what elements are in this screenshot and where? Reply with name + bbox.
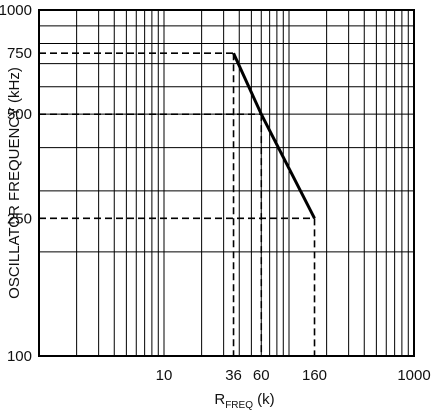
x-axis-label-subscript: FREQ (225, 400, 253, 411)
series-line (232, 52, 316, 219)
y-tick-label: 250 (7, 210, 32, 227)
x-tick-label: 1000 (397, 367, 430, 384)
plot-frame (38, 9, 415, 357)
y-tick-label: 100 (7, 348, 32, 365)
y-tick-label: 1000 (0, 2, 32, 19)
y-axis-label: OSCILLATOR FREQUENCY (kHz) (6, 67, 23, 299)
y-tick-labels: 100 250 500 750 1000 (0, 2, 32, 365)
x-axis-label-main: R (214, 391, 225, 408)
series-group (232, 52, 316, 219)
reference-lines (39, 52, 316, 356)
x-tick-label: 160 (302, 367, 327, 384)
x-tick-label: 60 (253, 367, 270, 384)
grid (39, 10, 414, 356)
x-tick-label: 36 (225, 367, 242, 384)
x-axis-label-unit: (k) (253, 391, 275, 408)
y-tick-label: 500 (7, 106, 32, 123)
x-tick-labels: 10 36 60 160 1000 (156, 367, 431, 384)
x-tick-label: 10 (156, 367, 173, 384)
y-tick-label: 750 (7, 45, 32, 62)
x-axis-label: RFREQ (k) (214, 391, 274, 411)
